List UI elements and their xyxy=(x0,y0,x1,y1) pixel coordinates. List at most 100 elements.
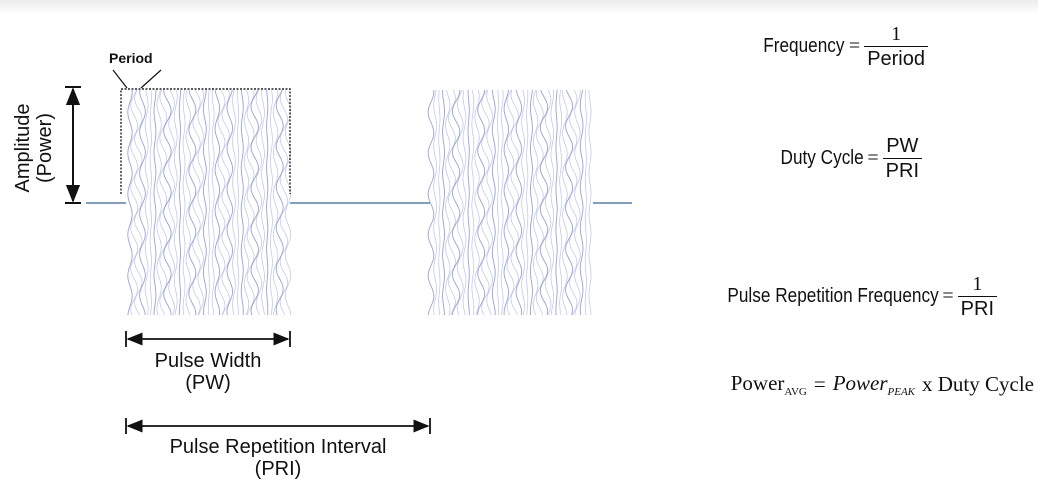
pulse-2 xyxy=(427,89,592,316)
carrier-wave xyxy=(477,89,486,316)
carrier-wave xyxy=(438,89,441,316)
carrier-wave xyxy=(515,89,523,316)
carrier-wave xyxy=(500,89,504,316)
top-shadow xyxy=(0,0,1038,14)
power-avg-lhs-text: Power xyxy=(730,371,785,395)
prf-formula: Pulse Repetition Frequency = 1 PRI xyxy=(693,272,997,321)
power-avg-tail: x Duty Cycle xyxy=(922,372,1034,396)
carrier-wave xyxy=(279,89,288,316)
amplitude-label-sub: (Power) xyxy=(34,113,56,184)
carrier-wave xyxy=(481,89,490,316)
carrier-wave xyxy=(269,89,273,316)
carrier-wave xyxy=(217,89,226,316)
carrier-wave xyxy=(462,89,467,316)
carrier-wave xyxy=(243,89,250,316)
prf-numerator: 1 xyxy=(972,273,983,295)
carrier-wave xyxy=(433,89,438,316)
carrier-wave xyxy=(442,89,445,316)
power-avg-lhs: PowerAVG xyxy=(731,371,807,398)
carrier-wave xyxy=(173,89,178,316)
carrier-wave xyxy=(565,89,574,316)
carrier-wave xyxy=(139,89,146,316)
carrier-wave xyxy=(467,89,470,316)
carrier-wave xyxy=(445,89,451,316)
carrier-wave xyxy=(574,89,581,316)
carrier-wave xyxy=(237,89,240,316)
carrier-wave xyxy=(486,89,493,316)
prf-denominator: PRI xyxy=(960,298,994,321)
prf-fraction: 1 PRI xyxy=(957,272,997,321)
power-peak-text: Power xyxy=(832,371,888,395)
fraction-bar xyxy=(864,46,928,48)
power-peak-sub: PEAK xyxy=(887,386,916,398)
frequency-formula-name: Frequency xyxy=(763,35,845,58)
carrier-wave xyxy=(208,89,210,316)
carrier-wave xyxy=(521,89,525,316)
duty-cycle-numerator: PW xyxy=(886,135,919,157)
power-avg-lhs-sub: AVG xyxy=(784,386,807,398)
carrier-wave xyxy=(579,89,584,316)
carrier-wave xyxy=(156,89,162,316)
carrier-wave xyxy=(240,89,244,316)
carrier-wave xyxy=(555,89,558,316)
carrier-wave xyxy=(168,89,175,316)
frequency-denominator: Period xyxy=(867,48,925,71)
carrier-wave xyxy=(226,89,234,316)
carrier-wave xyxy=(457,89,464,316)
carrier-wave xyxy=(197,89,204,316)
carrier-wave xyxy=(246,89,255,316)
pulse-width-label-main: Pulse Width xyxy=(154,350,262,372)
pulse-width-label-abbr: (PW) xyxy=(185,372,231,394)
carrier-wave xyxy=(559,89,563,316)
carrier-wave xyxy=(506,89,515,316)
carrier-wave xyxy=(491,89,496,316)
carrier-wave xyxy=(266,89,269,316)
amplitude-label-main: Amplitude xyxy=(12,103,34,193)
period-pointer-left xyxy=(112,69,128,89)
frequency-formula-equals: = xyxy=(848,35,861,58)
carrier-wave xyxy=(535,89,544,316)
carrier-wave xyxy=(550,89,555,316)
carrier-wave xyxy=(474,89,480,316)
carrier-wave xyxy=(163,89,172,316)
pulse-envelope xyxy=(120,88,291,194)
carrier-wave xyxy=(427,89,435,316)
power-avg-formula: PowerAVG = PowerPEAK x Duty Cycle xyxy=(731,371,1034,398)
carrier-wave xyxy=(275,89,284,316)
frequency-numerator: 1 xyxy=(891,23,902,45)
carrier-wave xyxy=(211,89,215,316)
prf-formula-name: Pulse Repetition Frequency xyxy=(727,285,939,308)
carrier-wave xyxy=(159,89,168,316)
carrier-wave xyxy=(185,89,191,316)
carrier-wave xyxy=(153,89,157,316)
carrier-wave xyxy=(255,89,263,316)
pri-label: Pulse Repetition Interval (PRI) xyxy=(118,436,438,480)
carrier-wave xyxy=(451,89,461,316)
duty-cycle-formula-name: Duty Cycle xyxy=(780,147,864,170)
carrier-wave xyxy=(144,89,149,316)
carrier-wave xyxy=(261,89,265,316)
duty-cycle-fraction: PW PRI xyxy=(882,134,922,183)
carrier-wave xyxy=(232,89,236,316)
carrier-wave xyxy=(272,89,279,316)
carrier-wave xyxy=(471,89,475,316)
carrier-wave xyxy=(510,89,519,316)
carrier-wave xyxy=(127,89,133,316)
period-label: Period xyxy=(109,50,153,66)
pulse-1 xyxy=(127,89,292,316)
carrier-wave xyxy=(569,89,578,316)
carrier-wave xyxy=(178,89,181,316)
duty-cycle-formula-equals: = xyxy=(867,147,879,170)
carrier-wave xyxy=(532,89,539,316)
carrier-wave xyxy=(250,89,259,316)
carrier-wave xyxy=(214,89,221,316)
period-pointer-right xyxy=(140,69,162,89)
carrier-wave xyxy=(503,89,510,316)
fraction-bar xyxy=(882,158,922,160)
carrier-wave xyxy=(130,89,138,316)
carrier-wave xyxy=(134,89,143,316)
power-peak-term: PowerPEAK xyxy=(833,371,915,398)
pri-label-main: Pulse Repetition Interval xyxy=(169,436,387,458)
power-avg-equals: = xyxy=(813,372,826,396)
